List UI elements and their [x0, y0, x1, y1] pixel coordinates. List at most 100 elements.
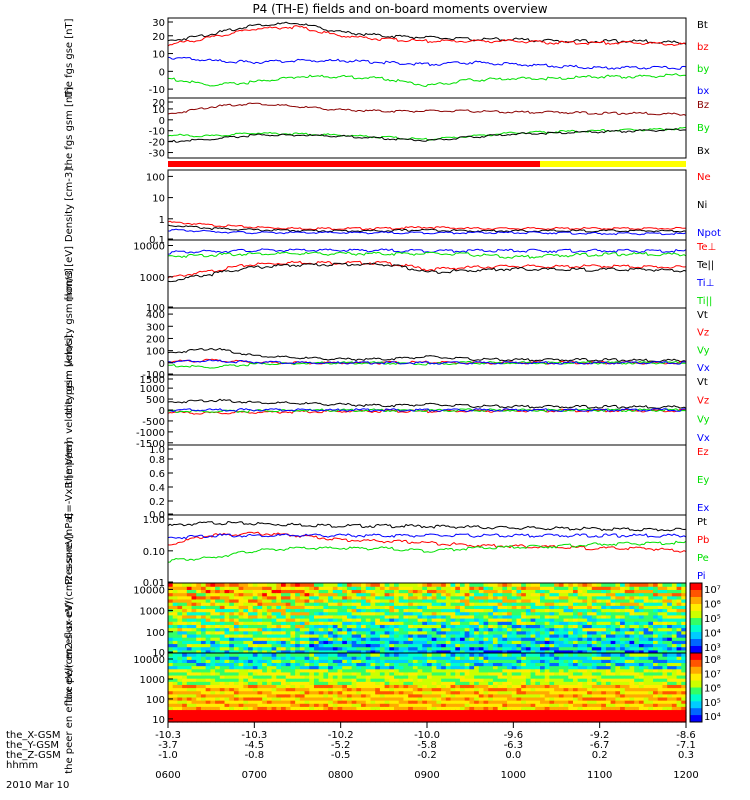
spectrogram-cell	[318, 706, 324, 711]
spectrogram-cell	[252, 633, 259, 638]
spectrogram-cell	[346, 627, 353, 632]
spectrogram-cell	[620, 668, 626, 673]
spectrogram-cell	[544, 602, 551, 606]
spectrogram-cell	[507, 618, 513, 622]
spectrogram-cell	[186, 678, 193, 682]
spectrogram-cell	[648, 718, 654, 723]
spectrogram-cell	[516, 656, 522, 660]
spectrogram-cell	[516, 586, 522, 590]
spectrogram-cell	[591, 718, 598, 723]
spectrogram-cell	[186, 611, 193, 616]
spectrogram-cell	[563, 627, 569, 632]
spectrogram-cell	[662, 618, 668, 622]
colorbar-step	[690, 649, 702, 652]
spectrogram-cell	[629, 656, 635, 660]
spectrogram-cell	[412, 659, 419, 664]
spectrogram-cell	[422, 649, 428, 654]
spectrogram-cell	[290, 709, 296, 714]
spectrogram-cell	[210, 709, 216, 714]
spectrogram-cell	[182, 656, 188, 660]
spectrogram-cell	[445, 687, 452, 692]
spectrogram-cell	[587, 665, 593, 670]
spectrogram-cell	[328, 668, 334, 673]
spectrogram-cell	[379, 589, 386, 594]
spectrogram-cell	[365, 659, 372, 664]
spectrogram-cell	[375, 624, 381, 629]
spectrogram-cell	[172, 693, 179, 698]
spectrogram-cell	[657, 678, 664, 682]
spectrogram	[168, 653, 687, 723]
spectrogram-cell	[535, 681, 541, 685]
spectrogram-cell	[422, 709, 428, 714]
legend-label: bz	[697, 42, 709, 53]
spectrogram-cell	[342, 627, 348, 632]
spectrogram-cell	[233, 611, 240, 616]
spectrogram-cell	[525, 693, 532, 698]
spectrogram-cell	[290, 614, 296, 619]
spectrogram-cell	[233, 602, 240, 606]
spectrogram-cell	[379, 602, 386, 606]
spectrogram-cell	[436, 656, 442, 660]
spectrogram-cell	[200, 646, 207, 651]
spectrogram-cell	[601, 633, 607, 638]
spectrogram-cell	[295, 656, 301, 660]
spectrogram-cell	[577, 709, 583, 714]
spectrogram-cell	[516, 643, 522, 648]
series-line-Vx	[167, 408, 687, 412]
spectrogram-cell	[497, 646, 503, 651]
spectrogram-cell	[361, 690, 367, 695]
spectrogram-cell	[577, 598, 583, 603]
spectrogram-cell	[417, 684, 423, 689]
spectrogram-cell	[577, 700, 583, 704]
spectrogram-cell	[361, 608, 367, 613]
spectrogram-cell	[469, 696, 475, 701]
spectrogram-cell	[375, 665, 381, 670]
spectrogram-cell	[205, 678, 211, 682]
spectrogram-cell	[309, 712, 315, 717]
spectrogram-cell	[417, 605, 423, 610]
spectrogram-cell	[431, 665, 438, 670]
spectrogram-cell	[601, 715, 607, 720]
spectrogram-cell	[450, 627, 456, 632]
spectrogram-cell	[403, 621, 409, 625]
spectrogram-cell	[521, 696, 527, 701]
spectrogram-cell	[591, 630, 598, 635]
spectrogram-cell	[643, 712, 649, 717]
spectrogram-cell	[492, 665, 499, 670]
spectrogram-cell	[648, 693, 654, 698]
spectrogram-cell	[219, 668, 226, 673]
spectrogram-cell	[262, 690, 268, 695]
y-axis-label: the peem velocity gsm [km/s]	[64, 335, 75, 485]
spectrogram-cell	[657, 653, 664, 657]
spectrogram-cell	[332, 668, 339, 673]
spectrogram-cell	[572, 684, 579, 689]
spectrogram-cell	[210, 671, 216, 676]
y-tick-label: 0	[159, 406, 165, 417]
spectrogram-cell	[168, 712, 174, 717]
spectrogram-cell	[182, 700, 188, 704]
spectrogram-cell	[596, 681, 602, 685]
spectrogram-cell	[422, 583, 428, 587]
spectrogram-cell	[511, 668, 518, 673]
spectrogram-cell	[516, 715, 522, 720]
spectrogram-cell	[596, 592, 602, 597]
spectrogram-cell	[464, 718, 470, 723]
spectrogram-cell	[620, 618, 626, 622]
spectrogram-cell	[615, 696, 621, 701]
spectrogram-cell	[229, 700, 235, 704]
spectrogram-cell	[304, 602, 310, 606]
spectrogram-cell	[191, 681, 197, 685]
spectrogram-cell	[168, 618, 174, 622]
spectrogram-cell	[196, 700, 202, 704]
spectrogram-cell	[605, 700, 612, 704]
spectrogram-cell	[168, 646, 174, 651]
spectrogram-cell	[549, 690, 555, 695]
spectrogram-cell	[200, 690, 207, 695]
spectrogram-cell	[215, 592, 221, 597]
spectrogram-cell	[318, 665, 324, 670]
spectrogram-cell	[295, 586, 301, 590]
spectrogram-cell	[285, 630, 292, 635]
spectrogram-cell	[299, 690, 306, 695]
spectrogram-cell	[507, 649, 513, 654]
spectrogram-cell	[375, 621, 381, 625]
